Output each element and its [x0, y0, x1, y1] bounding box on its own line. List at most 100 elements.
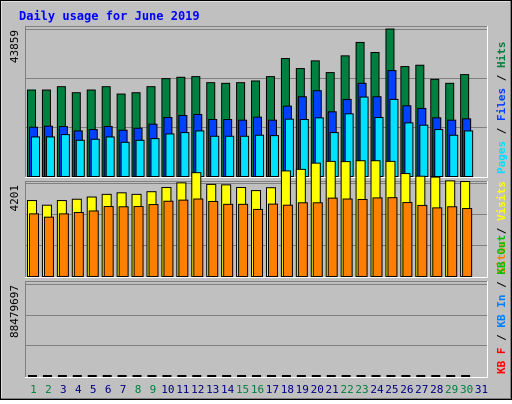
bar-sites-day-26 — [402, 202, 413, 277]
bar-kb-f-day-10 — [162, 375, 172, 377]
bar-sites-day-2 — [43, 216, 54, 277]
bar-pages-day-18 — [284, 118, 294, 177]
bar-kb-f-day-23 — [356, 375, 366, 377]
day-label: 7 — [120, 383, 127, 396]
bar-sites-day-21 — [327, 197, 338, 278]
day-label: 15 — [236, 383, 249, 396]
bar-pages-day-5 — [90, 138, 100, 178]
bar-kb-f-day-6 — [102, 375, 112, 377]
bar-kb-f-day-3 — [57, 375, 67, 377]
day-label: 10 — [161, 383, 174, 396]
bar-sites-day-13 — [208, 200, 219, 277]
day-label: 9 — [150, 383, 157, 396]
day-label: 31 — [475, 383, 488, 396]
legend-separator: / — [495, 275, 508, 295]
bar-pages-day-1 — [31, 136, 40, 177]
panel-hits_files_pages: 43859 Pages / Files / Hits — [8, 26, 508, 178]
bar-sites-day-15 — [238, 203, 249, 277]
bar-sites-day-17 — [267, 203, 278, 277]
legend-separator: / — [495, 68, 508, 88]
bar-sites-day-9 — [148, 204, 159, 277]
day-label: 26 — [400, 383, 413, 396]
bar-kb-f-day-19 — [296, 375, 306, 377]
panel-legend: KB F / KB In / KB Out — [495, 235, 508, 374]
bar-pages-day-13 — [210, 135, 220, 177]
bar-sites-day-27 — [417, 204, 428, 278]
day-label: 24 — [370, 383, 384, 396]
legend-entry: Visits — [495, 181, 508, 221]
panel-visits_sites: 4201 Sites / Visits — [8, 160, 508, 278]
bar-kb-f-day-25 — [386, 375, 396, 377]
bar-pages-day-14 — [225, 135, 235, 177]
panel-background — [25, 281, 488, 378]
bar-pages-day-9 — [150, 138, 160, 177]
bar-kb-f-day-29 — [446, 375, 456, 377]
day-label: 1 — [30, 383, 37, 396]
bar-kb-f-day-1 — [28, 375, 37, 377]
bar-pages-day-7 — [120, 141, 130, 177]
bar-kb-f-day-18 — [281, 375, 291, 377]
bar-sites-day-20 — [312, 202, 323, 278]
day-label: 28 — [430, 383, 443, 396]
bar-kb-f-day-5 — [87, 375, 97, 377]
bar-sites-day-23 — [357, 198, 368, 277]
day-label: 5 — [90, 383, 97, 396]
day-label: 29 — [445, 383, 458, 396]
bar-sites-day-5 — [88, 210, 99, 277]
bar-pages-day-27 — [419, 124, 429, 178]
day-label: 13 — [206, 383, 219, 396]
bar-kb-f-day-17 — [266, 375, 276, 377]
bar-kb-f-day-24 — [371, 375, 381, 377]
legend-entry: Hits — [495, 42, 508, 69]
bar-kb-f-day-16 — [252, 375, 262, 377]
bar-pages-day-2 — [45, 136, 55, 177]
bar-sites-day-22 — [342, 198, 353, 277]
bar-sites-day-4 — [73, 212, 84, 277]
bar-kb-f-day-4 — [72, 375, 82, 377]
day-label: 4 — [75, 383, 82, 396]
bar-kb-f-day-11 — [177, 375, 187, 377]
legend-separator: / — [495, 328, 508, 348]
bar-kb-f-day-27 — [416, 375, 426, 377]
legend-entry: Files — [495, 88, 508, 121]
bar-pages-day-17 — [269, 135, 279, 178]
day-label: 21 — [326, 383, 339, 396]
bar-kb-f-day-14 — [222, 375, 232, 377]
bar-sites-day-7 — [118, 206, 129, 277]
day-axis: 1 2 3 4 5 6 7 8 9 10 11 12 13 14 15 16 17 18 19 20 21 22 23 24 2… — [30, 383, 488, 396]
bar-sites-day-12 — [193, 198, 204, 277]
bar-sites-day-29 — [447, 206, 458, 277]
bar-kb-f-day-26 — [401, 375, 411, 377]
bar-sites-day-30 — [462, 208, 473, 277]
bar-kb-f-day-7 — [117, 375, 127, 377]
bar-sites-day-10 — [163, 200, 174, 277]
day-label: 8 — [135, 383, 142, 396]
day-label: 18 — [281, 383, 294, 396]
legend-entry: Pages — [495, 141, 508, 174]
panel-legend: Sites / Visits — [495, 181, 508, 274]
bar-pages-day-12 — [195, 130, 205, 178]
day-label: 19 — [296, 383, 309, 396]
bar-kb-f-day-13 — [207, 375, 217, 377]
bar-pages-day-3 — [60, 134, 70, 178]
bar-kb-f-day-9 — [147, 375, 157, 377]
panel-max-label: 43859 — [8, 30, 21, 63]
bar-pages-day-6 — [105, 136, 115, 177]
legend-entry: KB In — [495, 295, 508, 328]
day-label: 11 — [176, 383, 189, 396]
day-label: 17 — [266, 383, 279, 396]
bar-kb-f-day-21 — [326, 375, 336, 377]
bar-sites-day-24 — [372, 197, 383, 278]
bar-sites-day-18 — [282, 204, 293, 277]
bar-pages-day-30 — [464, 130, 474, 178]
day-label: 25 — [385, 383, 398, 396]
bar-sites-day-28 — [432, 207, 443, 278]
legend-separator: / — [495, 221, 508, 241]
panel-max-label: 88479697 — [8, 285, 21, 338]
bar-pages-day-16 — [255, 134, 265, 177]
day-label: 20 — [311, 383, 324, 396]
bar-pages-day-26 — [404, 122, 414, 177]
bar-pages-day-8 — [135, 139, 145, 177]
bar-kb-f-day-22 — [341, 375, 351, 377]
